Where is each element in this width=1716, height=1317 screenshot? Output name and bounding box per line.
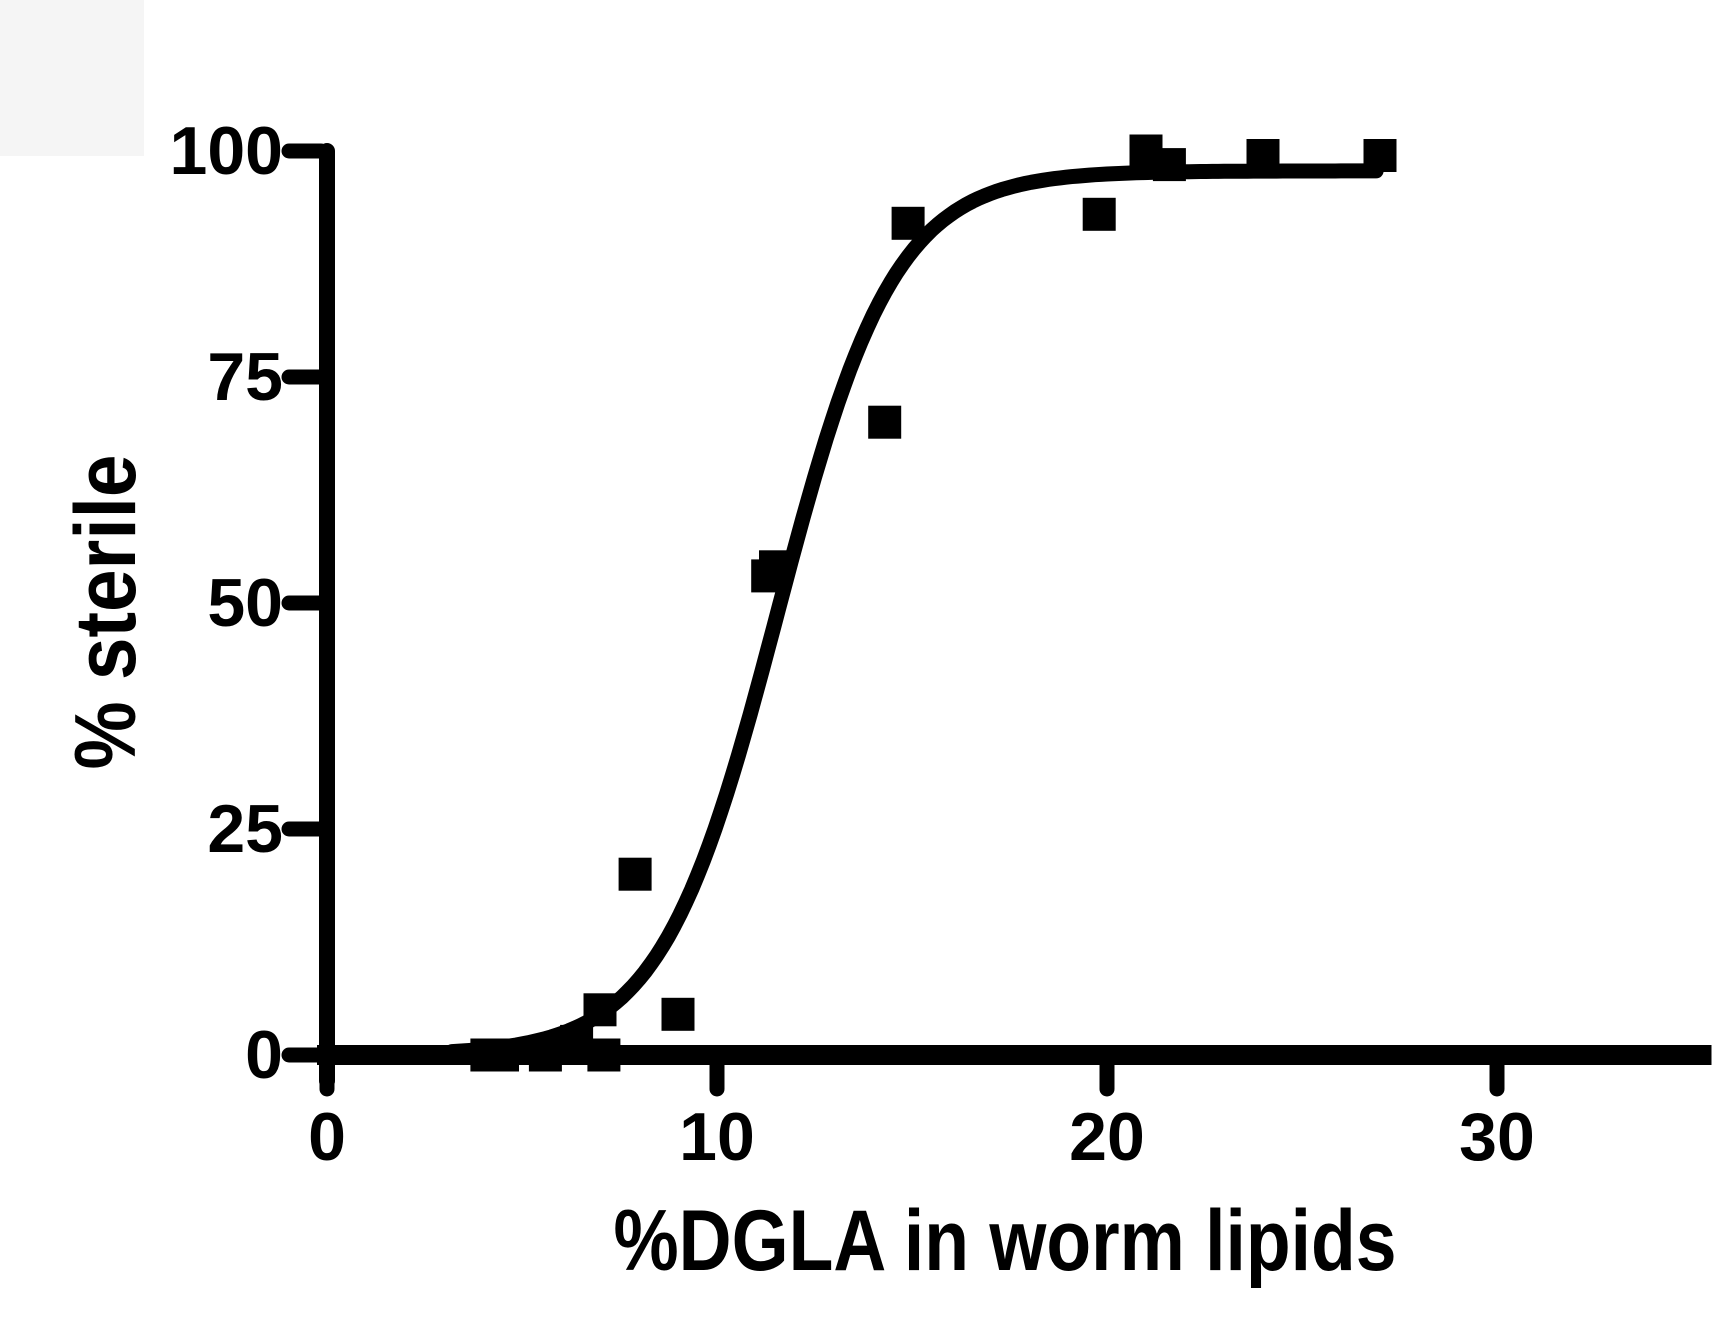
axes xyxy=(317,143,1712,1089)
data-point xyxy=(661,997,695,1031)
x-tick-label: 10 xyxy=(679,1099,755,1175)
y-ticks: 0 25 50 75 100 xyxy=(170,113,329,1093)
data-point xyxy=(891,206,925,240)
fit-curve xyxy=(444,163,1384,1060)
data-point xyxy=(486,1038,519,1072)
data-point xyxy=(618,857,652,891)
data-point xyxy=(528,1038,562,1072)
data-points xyxy=(470,134,1397,1072)
x-tick-label: 0 xyxy=(308,1099,346,1175)
data-point xyxy=(1363,139,1397,172)
data-point xyxy=(868,405,902,439)
fit-curve-group xyxy=(444,163,1384,1060)
artifact-box xyxy=(0,0,144,156)
y-tick-label: 50 xyxy=(207,565,283,641)
x-ticks: 0 10 20 30 xyxy=(308,1056,1535,1175)
y-tick-label: 0 xyxy=(245,1017,283,1093)
x-axis-label: %DGLA in worm lipids xyxy=(614,1193,1397,1289)
data-point xyxy=(1246,139,1280,172)
data-point xyxy=(583,993,617,1027)
x-tick-label: 30 xyxy=(1459,1099,1535,1175)
y-axis-label: % sterile xyxy=(58,455,154,770)
data-point xyxy=(1152,148,1186,182)
y-tick-label: 75 xyxy=(207,339,283,415)
y-tick-label: 100 xyxy=(170,113,283,189)
data-point xyxy=(1082,197,1116,231)
data-point xyxy=(759,550,792,584)
x-tick-label: 20 xyxy=(1069,1099,1145,1175)
y-tick-label: 25 xyxy=(207,791,283,867)
data-point xyxy=(587,1038,621,1072)
